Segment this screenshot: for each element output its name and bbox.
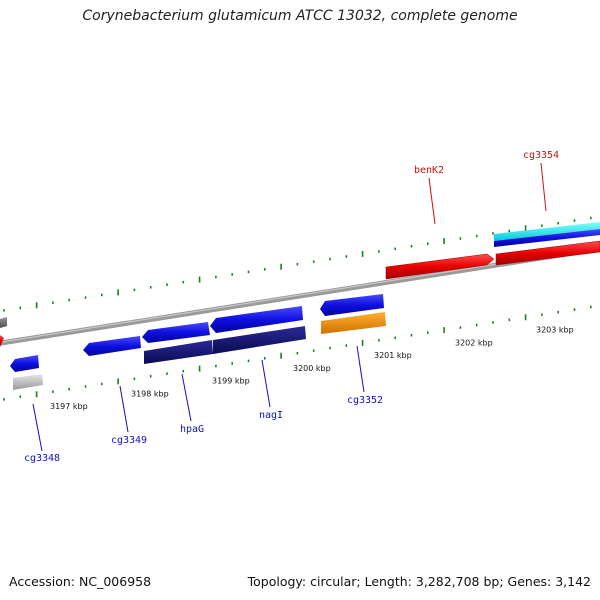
leader-cg3352 <box>356 345 365 393</box>
kbp-tick-label: 3201 kbp <box>374 351 412 360</box>
gene-cg3349[interactable] <box>83 336 141 356</box>
kbp-tick-label: 3198 kbp <box>131 389 169 398</box>
gene-cyan-track[interactable] <box>494 222 600 241</box>
leader-cg3348 <box>32 403 43 452</box>
gene-dark-edge[interactable] <box>0 317 7 328</box>
gene-hpaG-b[interactable] <box>144 340 213 364</box>
leader-cg3349 <box>119 385 129 433</box>
map-title: Corynebacterium glutamicum ATCC 13032, c… <box>82 8 518 24</box>
label-benK2[interactable]: benK2 <box>414 165 444 176</box>
gene-cg3348[interactable] <box>10 355 39 372</box>
tick-labels: 3197 kbp 3198 kbp 3199 kbp 3200 kbp 3201 kbp… <box>50 326 574 411</box>
gene-benK2[interactable] <box>385 253 495 280</box>
gene-blue-track[interactable] <box>494 229 600 247</box>
kbp-tick-label: 3203 kbp <box>536 326 574 335</box>
forward-genes <box>0 222 600 347</box>
leader-nagI <box>261 359 271 408</box>
gene-red-edge[interactable] <box>0 335 4 347</box>
gene-cg3354-forward[interactable] <box>495 240 600 266</box>
leader-cg3354 <box>540 162 547 212</box>
gene-cg3352-b[interactable] <box>321 312 386 334</box>
tick-marks <box>3 216 592 401</box>
reverse-genes <box>10 294 386 390</box>
kbp-tick-label: 3202 kbp <box>455 338 493 347</box>
label-cg3354[interactable]: cg3354 <box>523 150 559 161</box>
leader-hpaG <box>181 373 192 422</box>
gene-nagI-b[interactable] <box>213 326 306 354</box>
gene-nagI-a[interactable] <box>210 306 303 333</box>
topology-text: Topology: circular; Length: 3,282,708 bp… <box>247 574 591 589</box>
label-hpaG[interactable]: hpaG <box>180 424 204 435</box>
label-cg3352[interactable]: cg3352 <box>347 395 383 406</box>
leader-benK2 <box>428 177 436 225</box>
kbp-tick-label: 3197 kbp <box>50 402 88 411</box>
gene-hpaG-a[interactable] <box>142 322 210 343</box>
label-leaders <box>32 162 547 452</box>
gene-cg3348-grey[interactable] <box>13 374 43 390</box>
kbp-tick-label: 3199 kbp <box>212 377 250 386</box>
label-cg3348[interactable]: cg3348 <box>24 453 60 464</box>
label-cg3349[interactable]: cg3349 <box>111 435 147 446</box>
gene-cg3352-a[interactable] <box>320 294 384 316</box>
gene-labels: benK2 cg3354 cg3348 cg3349 hpaG nagI cg3… <box>24 150 559 464</box>
label-nagI[interactable]: nagI <box>259 410 283 421</box>
accession-text: Accession: NC_006958 <box>9 574 152 589</box>
kbp-tick-label: 3200 kbp <box>293 364 331 373</box>
